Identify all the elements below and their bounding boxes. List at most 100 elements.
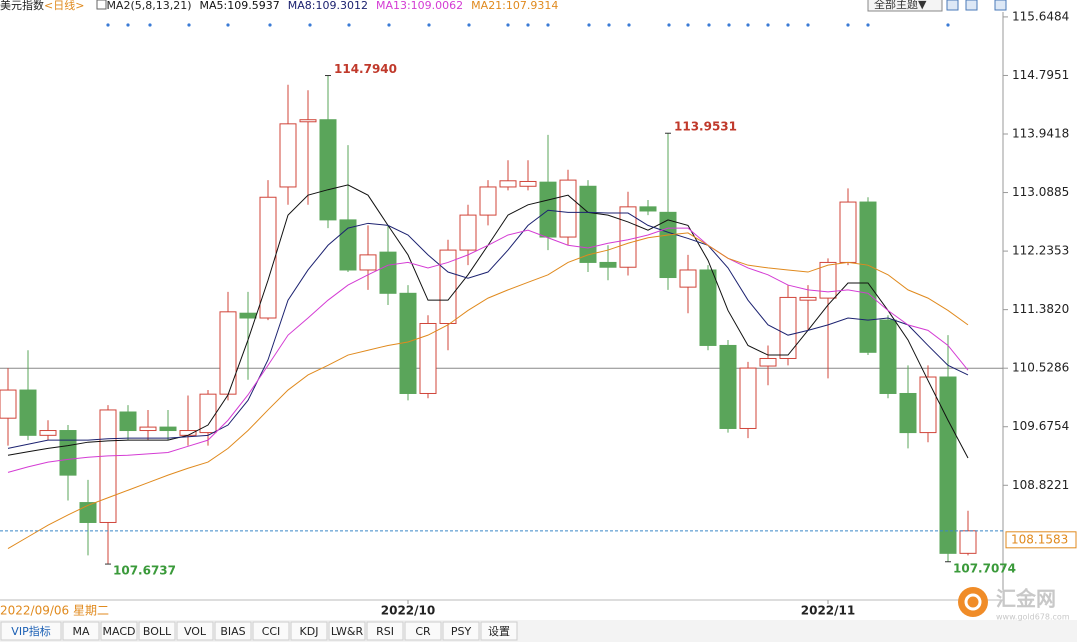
candle-body: [119, 411, 137, 432]
tab-label[interactable]: KDJ: [300, 625, 319, 638]
candle-body: [239, 312, 257, 319]
event-dot: [746, 23, 750, 27]
chart-title: 美元指数: [0, 0, 44, 12]
zoom-out-icon[interactable]: [965, 0, 978, 11]
tab-label[interactable]: MACD: [103, 625, 136, 638]
tab-label[interactable]: VOL: [184, 625, 207, 638]
y-tick-label: 109.6754: [1012, 419, 1069, 433]
candle-body: [159, 426, 177, 432]
candle-body: [139, 426, 157, 432]
tab-box[interactable]: [252, 621, 290, 641]
tab-box[interactable]: [442, 621, 480, 641]
event-dot: [526, 23, 530, 27]
candle-body: [879, 319, 897, 394]
legend: MA5:109.5937 MA8:109.3012 MA13:109.0062 MA2…: [200, 0, 559, 12]
event-dot: [707, 23, 711, 27]
candle-body: [519, 180, 537, 187]
tab-box[interactable]: [290, 621, 328, 641]
chart-subtitle: <日线>: [44, 0, 84, 12]
candle-body: [679, 269, 697, 288]
event-dot: [866, 23, 870, 27]
event-dot: [126, 23, 130, 27]
legend-entry: MA13:109.0062: [376, 0, 463, 12]
candle-body: [19, 389, 37, 436]
event-dot: [846, 23, 850, 27]
settings-icon[interactable]: [994, 0, 1007, 11]
zoom-in-icon[interactable]: [946, 0, 959, 11]
high-label: 113.9531: [674, 120, 737, 134]
theme-button[interactable]: 全部主题▼: [874, 0, 927, 11]
tab-label[interactable]: PSY: [451, 625, 472, 638]
tab-box[interactable]: [328, 621, 366, 641]
tab-label[interactable]: BIAS: [220, 625, 245, 638]
last-price-box: [1005, 531, 1077, 549]
low-label: 107.6737: [113, 564, 176, 578]
tab-box[interactable]: [404, 621, 442, 641]
candle-body: [319, 119, 337, 221]
tab-label[interactable]: RSI: [376, 625, 394, 638]
legend-entry: MA21:107.9314: [471, 0, 558, 12]
cursor-date: 2022/09/06 星期二: [0, 604, 109, 618]
event-dot: [268, 23, 272, 27]
event-dot: [786, 23, 790, 27]
high-label: 114.7940: [334, 62, 397, 76]
candle-body: [799, 296, 817, 301]
watermark-url: www.gold678.com: [996, 613, 1070, 622]
tab-box[interactable]: [138, 621, 176, 641]
x-tick-label: 2022/11: [801, 604, 855, 618]
event-dot: [106, 23, 110, 27]
watermark-name: 汇金网: [996, 587, 1056, 611]
ma-line: [7, 232, 969, 549]
ma-line: [7, 227, 969, 473]
candle-body: [659, 211, 677, 279]
candle-body: [459, 214, 477, 251]
theme-button-box[interactable]: [867, 0, 943, 12]
candle-body: [279, 123, 297, 188]
tab-label[interactable]: BOLL: [143, 625, 172, 638]
tab-box[interactable]: [214, 621, 252, 641]
y-tick-label: 108.8221: [1012, 478, 1069, 492]
candle-body: [759, 357, 777, 367]
event-dot: [806, 23, 810, 27]
candle-body: [739, 367, 757, 429]
event-dot: [627, 23, 631, 27]
event-dot: [308, 23, 312, 27]
candle-body: [819, 261, 837, 299]
candle-body: [699, 269, 717, 346]
tab-box[interactable]: [480, 621, 518, 641]
event-dot: [387, 23, 391, 27]
candle-body: [859, 201, 877, 353]
candle-body: [339, 219, 357, 271]
tab-box[interactable]: [366, 621, 404, 641]
tab-label[interactable]: CR: [415, 625, 431, 638]
candle-body: [599, 261, 617, 268]
tab-label[interactable]: 设置: [488, 625, 510, 638]
tab-label[interactable]: MA: [72, 625, 89, 638]
event-dot: [667, 23, 671, 27]
tab-box[interactable]: [100, 621, 138, 641]
candle-body: [219, 311, 237, 395]
candle-body: [499, 180, 517, 188]
event-dot: [587, 23, 591, 27]
candle-body: [719, 344, 737, 429]
candle-body: [99, 409, 117, 523]
y-tick-label: 111.3820: [1012, 302, 1069, 316]
tab-box[interactable]: [62, 621, 100, 641]
tab-label[interactable]: LW&R: [331, 625, 364, 638]
event-dot: [766, 23, 770, 27]
y-tick-label: 114.7951: [1012, 68, 1069, 82]
candle-body: [59, 430, 77, 476]
event-dot: [607, 23, 611, 27]
tab-box[interactable]: [0, 621, 62, 641]
tab-box[interactable]: [176, 621, 214, 641]
candle-body: [439, 249, 457, 324]
tab-label[interactable]: CCI: [262, 625, 281, 638]
tab-label[interactable]: VIP指标: [11, 624, 50, 638]
candle-body: [579, 185, 597, 263]
candle-body: [299, 119, 317, 123]
ma-line: [7, 209, 969, 449]
event-dot: [187, 23, 191, 27]
low-label: 107.7074: [953, 561, 1016, 575]
event-dot: [546, 23, 550, 27]
